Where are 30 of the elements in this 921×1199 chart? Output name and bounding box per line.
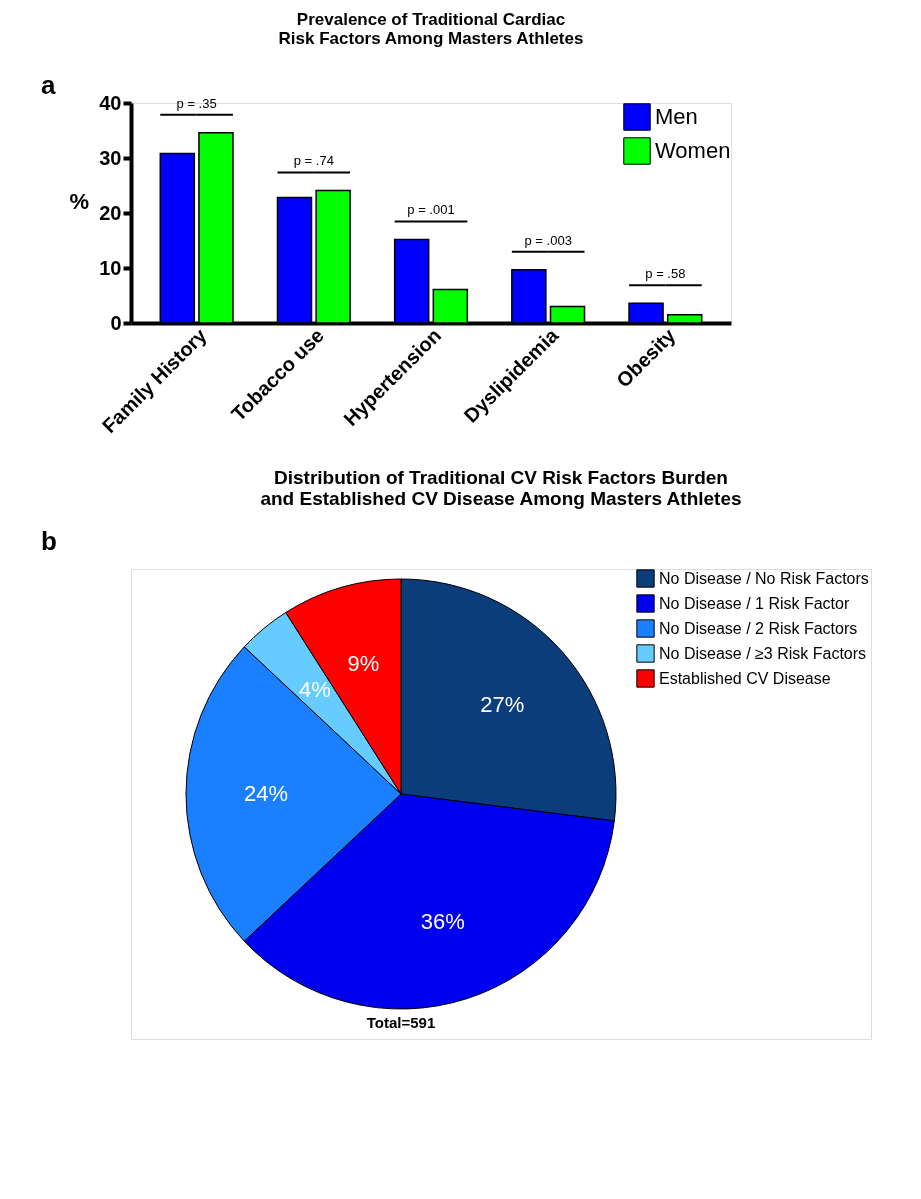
data-label: 9% bbox=[347, 651, 380, 677]
y-axis-title: % bbox=[69, 188, 90, 214]
text: Prevalence of Traditional Cardiac bbox=[296, 10, 566, 29]
text: Total=591 bbox=[366, 1014, 436, 1031]
text: Distribution of Traditional CV Risk Factors Burden bbox=[274, 467, 728, 488]
annotation: p = .58 bbox=[645, 266, 686, 282]
data-label: 27% bbox=[480, 691, 525, 717]
annotation: p = .003 bbox=[524, 232, 572, 248]
text: b bbox=[41, 526, 57, 556]
y-tick-label: 40 bbox=[99, 91, 122, 114]
legend-label: No Disease / 2 Risk Factors bbox=[659, 619, 858, 637]
y-tick-label: 20 bbox=[99, 201, 122, 224]
text: and Established CV Disease Among Masters Athletes bbox=[260, 488, 742, 509]
annotation: p = .74 bbox=[293, 153, 334, 169]
data-label: 36% bbox=[420, 909, 465, 935]
text: Risk Factors Among Masters Athletes bbox=[278, 29, 584, 48]
legend-label: Women bbox=[655, 138, 731, 163]
annotation: p = .35 bbox=[176, 95, 217, 111]
y-tick-label: 10 bbox=[99, 256, 122, 279]
y-tick-label: 30 bbox=[99, 146, 122, 169]
annotation: p = .001 bbox=[407, 202, 455, 218]
legend-label: No Disease / ≥3 Risk Factors bbox=[659, 644, 867, 662]
legend-label: No Disease / No Risk Factors bbox=[659, 569, 869, 587]
legend-label: No Disease / 1 Risk Factor bbox=[659, 594, 850, 612]
data-label: 24% bbox=[243, 781, 289, 806]
legend-label: Established CV Disease bbox=[659, 669, 831, 687]
data-label: 4% bbox=[299, 676, 331, 702]
text: a bbox=[41, 70, 56, 100]
y-tick-label: 0 bbox=[110, 311, 122, 334]
legend-label: Men bbox=[655, 104, 698, 129]
